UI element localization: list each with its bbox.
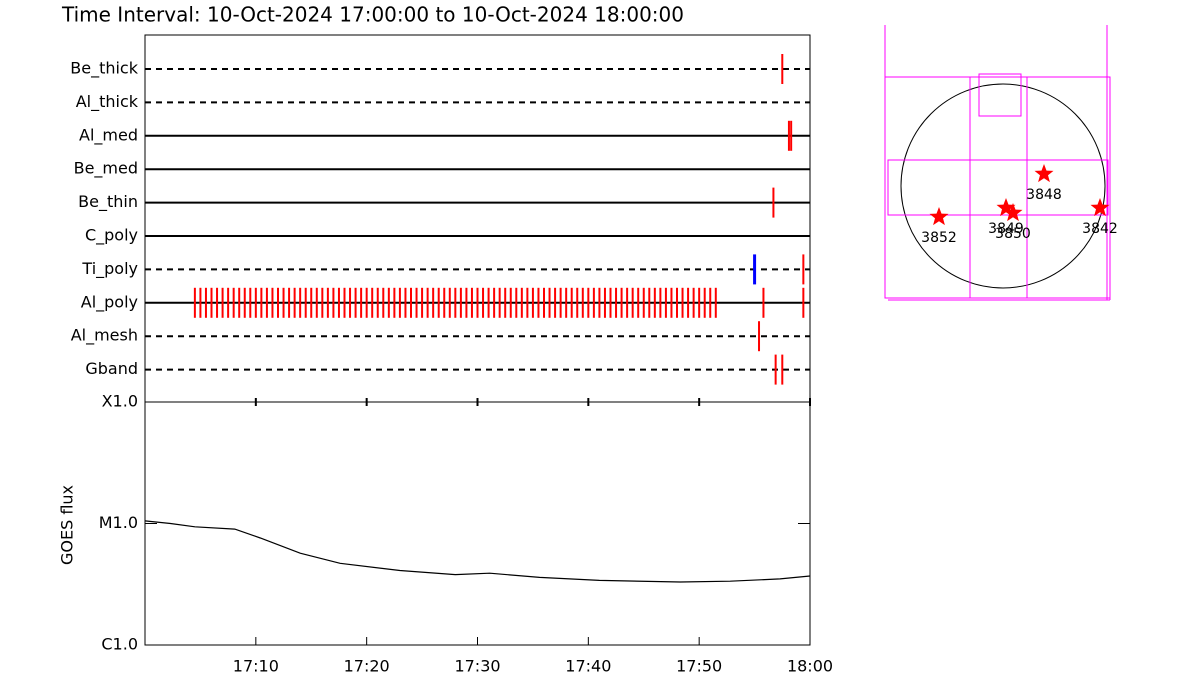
y-tick-label: C1.0 xyxy=(101,635,138,654)
region-label: 3849 xyxy=(988,221,1024,237)
region-star xyxy=(1003,203,1023,222)
y-axis-label: GOES flux xyxy=(58,485,77,565)
row-label: Al_mesh xyxy=(71,326,138,346)
row-label: Al_poly xyxy=(81,292,138,312)
x-tick-label: 17:40 xyxy=(565,657,611,676)
x-tick-label: 17:30 xyxy=(454,657,500,676)
solar-disk xyxy=(900,83,1106,289)
fov-box xyxy=(887,159,1109,216)
region-star xyxy=(1034,164,1054,183)
fov-box xyxy=(884,76,1111,299)
x-tick-label: 17:50 xyxy=(676,657,722,676)
region-star xyxy=(1090,198,1110,217)
region-label: 3848 xyxy=(1026,187,1062,203)
y-tick-label: M1.0 xyxy=(99,513,138,532)
x-tick-label: 18:00 xyxy=(787,657,833,676)
x-tick-label: 17:10 xyxy=(233,657,279,676)
row-label: C_poly xyxy=(85,226,138,246)
region-label: 3850 xyxy=(995,226,1031,242)
row-label: Al_med xyxy=(79,125,138,145)
fov-box xyxy=(978,73,1022,117)
x-tick-label: 17:20 xyxy=(344,657,390,676)
y-tick-label: X1.0 xyxy=(102,392,138,411)
map-boxes xyxy=(884,25,1111,301)
row-label: Be_thin xyxy=(78,192,138,212)
flux-frame xyxy=(144,401,811,646)
region-star xyxy=(929,207,949,226)
region-label: 3842 xyxy=(1082,221,1118,237)
timeline-frame xyxy=(144,34,811,403)
region-label: 3852 xyxy=(921,230,957,246)
chart-title: Time Interval: 10-Oct-2024 17:00:00 to 1… xyxy=(61,3,684,27)
row-label: Be_med xyxy=(74,159,138,179)
flux-line xyxy=(144,520,811,583)
fov-box xyxy=(969,76,1028,299)
row-label: Al_thick xyxy=(76,92,139,112)
region-star xyxy=(996,198,1016,217)
row-label: Gband xyxy=(85,359,138,378)
row-label: Be_thick xyxy=(70,59,138,79)
row-label: Ti_poly xyxy=(81,259,138,279)
